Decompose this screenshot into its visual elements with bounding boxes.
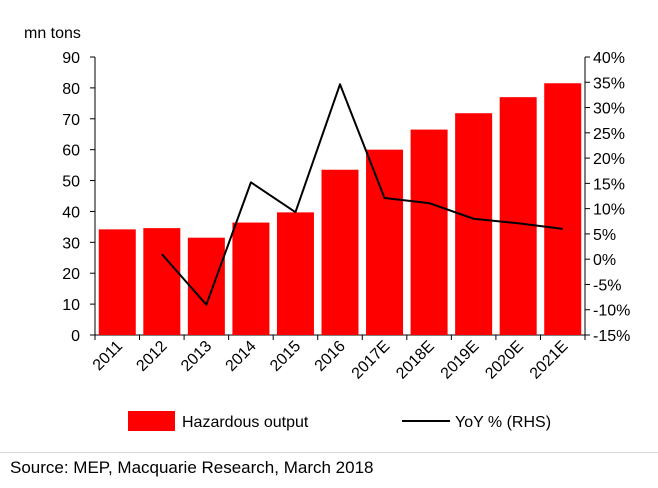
y-tick-label: 80 bbox=[62, 81, 80, 98]
bar-series bbox=[98, 83, 582, 336]
y2-tick-label: 30% bbox=[593, 101, 625, 118]
y2-tick-label: 40% bbox=[593, 50, 625, 67]
y-tick-label: 60 bbox=[62, 143, 80, 160]
bar bbox=[366, 149, 404, 335]
line-series bbox=[161, 83, 563, 306]
bar bbox=[187, 237, 225, 335]
legend-line-label: YoY % (RHS) bbox=[455, 414, 551, 431]
bar bbox=[232, 222, 270, 335]
y-tick-label: 10 bbox=[62, 297, 80, 314]
x-tick-label: 2019E bbox=[438, 338, 483, 383]
legend: Hazardous output YoY % (RHS) bbox=[128, 411, 551, 431]
bar bbox=[499, 97, 537, 336]
x-tick-label: 2014 bbox=[223, 338, 260, 375]
divider bbox=[0, 452, 658, 453]
y2-tick-label: 35% bbox=[593, 75, 625, 92]
x-tick-label: 2011 bbox=[90, 338, 126, 374]
bar bbox=[544, 83, 582, 335]
y-tick-label: 50 bbox=[62, 174, 80, 191]
x-tick-label: 2012 bbox=[133, 338, 170, 375]
y-tick-label: 70 bbox=[62, 112, 80, 129]
bar bbox=[98, 229, 136, 335]
y2-tick-label: 0% bbox=[593, 252, 616, 269]
legend-bar-swatch bbox=[128, 411, 175, 431]
y2-tick-label: 15% bbox=[593, 176, 625, 193]
x-tick-label: 2015 bbox=[267, 338, 304, 375]
x-tick-label: 2020E bbox=[482, 338, 527, 383]
x-tick-label: 2017E bbox=[349, 338, 394, 383]
y-tick-label: 20 bbox=[62, 266, 80, 283]
bar bbox=[455, 113, 493, 336]
chart: 0 10 20 30 40 50 60 70 80 90 -15% -10% -5% 0% 5% 10% 15%… bbox=[24, 25, 630, 431]
x-tick-label: 2013 bbox=[178, 338, 215, 375]
y-tick-label: 40 bbox=[62, 204, 80, 221]
bar bbox=[276, 212, 314, 335]
y2-tick-label: -5% bbox=[593, 277, 621, 294]
y2-tick-label: -10% bbox=[593, 303, 630, 320]
y-tick-label: 0 bbox=[71, 328, 80, 345]
y2-tick-label: 10% bbox=[593, 202, 625, 219]
y2-tick-label: -15% bbox=[593, 328, 630, 345]
y-axis-title: mn tons bbox=[24, 25, 81, 42]
y2-tick-label: 5% bbox=[593, 227, 616, 244]
y-tick-label: 90 bbox=[62, 50, 80, 67]
x-tick-label: 2018E bbox=[393, 338, 438, 383]
y-tick-label: 30 bbox=[62, 235, 80, 252]
source-note: Source: MEP, Macquarie Research, March 2… bbox=[10, 458, 374, 477]
x-tick-label: 2016 bbox=[312, 338, 349, 375]
bar bbox=[410, 129, 448, 335]
y2-tick-label: 20% bbox=[593, 151, 625, 168]
y2-tick-label: 25% bbox=[593, 126, 625, 143]
x-tick-label: 2021E bbox=[527, 338, 572, 383]
bar bbox=[321, 169, 359, 335]
legend-bar-label: Hazardous output bbox=[182, 414, 309, 431]
yoy-line bbox=[161, 83, 563, 306]
bar bbox=[143, 228, 181, 335]
